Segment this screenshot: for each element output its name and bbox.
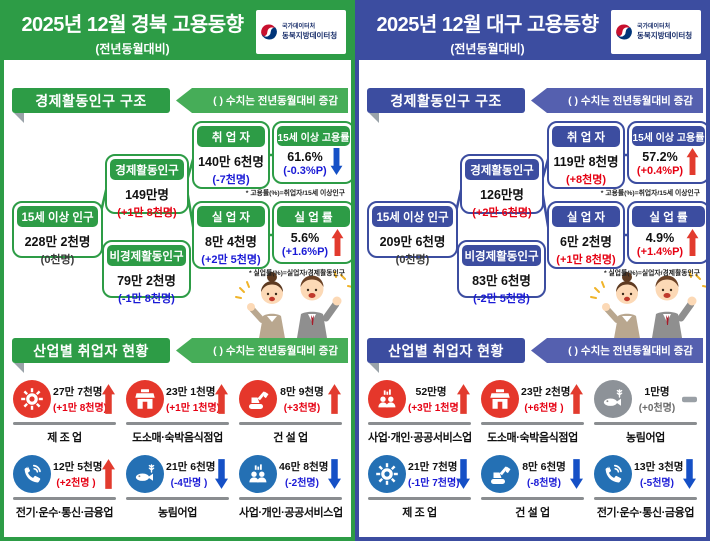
logo-line1: 국가데이터처 [637, 23, 671, 30]
logo-line2: 동북지방데이터청 [637, 31, 693, 41]
section-title: 산업별 취업자 현황 [12, 338, 170, 373]
gov-emblem-icon [614, 22, 634, 42]
gear-icon [368, 455, 406, 493]
employed-box: 취 업 자 140만 6천명 (-7천명) [192, 121, 270, 189]
panel-daegu: 2025년 12월 대구 고용동향 (전년동월대비) 국가데이터처 동북지방데이… [355, 0, 710, 541]
non-econ-box: 비경제활동인구 83만 6천명 (-2만 5천명) [457, 240, 546, 305]
industry-item-retail: 23만 1천명 (+1만 1천명) 도소매·숙박음식점업 [121, 370, 234, 445]
trend-arrow [685, 148, 700, 175]
trend-arrow [456, 459, 471, 489]
trend-arrow [569, 384, 584, 414]
employed-box: 취 업 자 119만 8천명 (+8천명) [547, 121, 625, 189]
trend-arrow [330, 229, 345, 256]
industry-item-utilities-finance: 13만 3천명 (-5천명) 전기·운수·통신·금융업 [589, 445, 702, 520]
trend-arrow [569, 459, 584, 489]
page-subtitle: (전년동월대비) [95, 41, 170, 56]
section-title: 경제활동인구 구조 [367, 88, 525, 123]
unemployed-box: 실 업 자 6만 2천명 (+1만 8천명) [547, 201, 625, 269]
people-icon [368, 380, 406, 418]
trend-arrow [101, 384, 116, 414]
employment-rate-footnote: * 고용률(%)=취업자/15세 이상인구 [245, 190, 345, 197]
industry-item-services: 52만명 (+3만 1천명 ) 사업·개인·공공서비스업 [363, 370, 476, 445]
page-title: 2025년 12월 대구 고용동향 [376, 13, 599, 36]
trend-arrow [456, 384, 471, 414]
industry-grid: 27만 7천명 (+1만 8천명) 제 조 업 23만 1천명 (+1만 1천명… [8, 370, 347, 520]
section-note: ( ) 수치는 전년동월대비 증감 [531, 338, 703, 363]
unemployment-rate-box: 실 업 률 4.9% (+1.4%P) [627, 201, 706, 264]
agriculture-icon [125, 455, 164, 493]
gov-logo: 국가데이터처 동북지방데이터청 [256, 10, 346, 54]
excavator-icon [238, 380, 277, 418]
econ-active-box: 경제활동인구 149만명 (+1만 8천명) [105, 154, 189, 219]
trend-arrow [214, 384, 229, 414]
section-economic-structure: 경제활동인구 구조 ( ) 수치는 전년동월대비 증감 [367, 88, 703, 123]
trend-arrow [329, 148, 344, 175]
unemployment-rate-footnote: * 실업률(%)=실업자/경제활동인구 [249, 270, 345, 277]
gear-icon [13, 380, 51, 418]
panel-header: 2025년 12월 경북 고용동향 (전년동월대비) 국가데이터처 동북지방데이… [4, 4, 351, 60]
page-title: 2025년 12월 경북 고용동향 [21, 13, 244, 36]
store-icon [480, 380, 519, 418]
section-industry-employment: 산업별 취업자 현황 ( ) 수치는 전년동월대비 증감 [12, 338, 348, 373]
logo-line1: 국가데이터처 [282, 23, 316, 30]
econ-active-box: 경제활동인구 126만명 (+2만 6천명) [460, 154, 544, 219]
section-title: 경제활동인구 구조 [12, 88, 170, 123]
employment-rate-box: 15세 이상 고용률 61.6% (-0.3%P) [272, 121, 351, 184]
section-note: ( ) 수치는 전년동월대비 증감 [176, 338, 348, 363]
industry-item-services: 46만 8천명 (-2천명) 사업·개인·공공서비스업 [234, 445, 347, 520]
gov-logo: 국가데이터처 동북지방데이터청 [611, 10, 701, 54]
trend-arrow [101, 459, 116, 489]
workers-illustration [587, 266, 706, 344]
industry-item-construction: 8만 9천명 (+3천명) 건 설 업 [234, 370, 347, 445]
store-icon [125, 380, 164, 418]
industry-item-manufacturing: 21만 7천명 (-1만 7천명) 제 조 업 [363, 445, 476, 520]
trend-arrow [214, 459, 229, 489]
logo-line2: 동북지방데이터청 [282, 31, 338, 41]
non-econ-box: 비경제활동인구 79만 2천명 (-1만 8천명) [102, 240, 191, 305]
section-economic-structure: 경제활동인구 구조 ( ) 수치는 전년동월대비 증감 [12, 88, 348, 123]
pop15-box: 15세 이상 인구 209만 6천명 (0천명) [367, 201, 458, 266]
industry-item-retail: 23만 2천명 (+6천명 ) 도소매·숙박음식점업 [476, 370, 589, 445]
trend-arrow [685, 229, 700, 256]
panel-gyeongbuk: 2025년 12월 경북 고용동향 (전년동월대비) 국가데이터처 동북지방데이… [0, 0, 355, 541]
industry-item-utilities-finance: 12만 5천명 (+2천명 ) 전기·운수·통신·금융업 [8, 445, 121, 520]
trend-arrow [682, 459, 697, 489]
gov-emblem-icon [259, 22, 279, 42]
telecom-icon [593, 455, 632, 493]
unemployment-rate-footnote: * 실업률(%)=실업자/경제활동인구 [604, 270, 700, 277]
industry-item-construction: 8만 6천명 (-8천명) 건 설 업 [476, 445, 589, 520]
trend-arrow [327, 459, 342, 489]
employment-rate-box: 15세 이상 고용률 57.2% (+0.4%P) [627, 121, 706, 184]
excavator-icon [480, 455, 519, 493]
telecom-icon [13, 455, 51, 493]
employment-rate-footnote: * 고용률(%)=취업자/15세 이상인구 [600, 190, 700, 197]
trend-arrow [327, 384, 342, 414]
agriculture-icon [593, 380, 632, 418]
section-title: 산업별 취업자 현황 [367, 338, 525, 373]
people-icon [238, 455, 277, 493]
trend-arrow [681, 396, 697, 403]
industry-item-agriculture: 21만 6천명 (-4만명 ) 농림어업 [121, 445, 234, 520]
page-subtitle: (전년동월대비) [450, 41, 525, 56]
industry-item-manufacturing: 27만 7천명 (+1만 8천명) 제 조 업 [8, 370, 121, 445]
workers-illustration [232, 266, 351, 344]
unemployed-box: 실 업 자 8만 4천명 (+2만 5천명) [192, 201, 270, 269]
section-note: ( ) 수치는 전년동월대비 증감 [531, 88, 703, 113]
industry-item-agriculture: 1만명 (+0천명) 농림어업 [589, 370, 702, 445]
panel-header: 2025년 12월 대구 고용동향 (전년동월대비) 국가데이터처 동북지방데이… [359, 4, 706, 60]
unemployment-rate-box: 실 업 률 5.6% (+1.6%P) [272, 201, 351, 264]
pop15-box: 15세 이상 인구 228만 2천명 (0천명) [12, 201, 103, 266]
industry-grid: 52만명 (+3만 1천명 ) 사업·개인·공공서비스업 23만 2천명 (+6… [363, 370, 702, 520]
section-industry-employment: 산업별 취업자 현황 ( ) 수치는 전년동월대비 증감 [367, 338, 703, 373]
section-note: ( ) 수치는 전년동월대비 증감 [176, 88, 348, 113]
